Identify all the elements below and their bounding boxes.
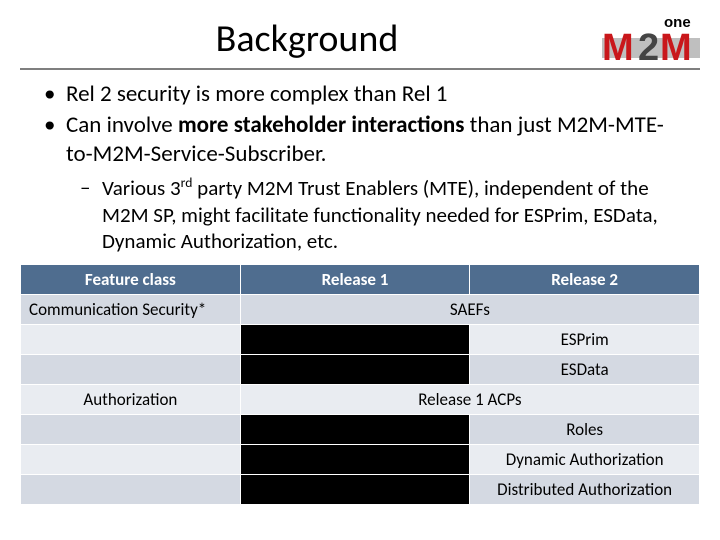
cell-value: ESPrim (470, 325, 700, 355)
header-divider (20, 68, 700, 70)
table-row: Distributed Authorization (21, 475, 700, 505)
sub-bullet-1: Various 3rd party M2M Trust Enablers (MT… (80, 174, 690, 254)
cell-empty (21, 445, 241, 475)
svg-text:2: 2 (638, 27, 659, 66)
cell-dark (240, 325, 470, 355)
cell-empty (21, 325, 241, 355)
cell-value: Roles (470, 415, 700, 445)
cell-feature: Communication Security* (21, 295, 241, 325)
bullet-2: Can involve more stakeholder interaction… (44, 111, 690, 169)
table-header-row: Feature class Release 1 Release 2 (21, 265, 700, 295)
th-release-2: Release 2 (470, 265, 700, 295)
page-title: Background (20, 16, 594, 66)
cell-empty (21, 355, 241, 385)
feature-table: Feature class Release 1 Release 2 Commun… (20, 264, 700, 505)
cell-value: Dynamic Authorization (470, 445, 700, 475)
table-row: Communication Security* SAEFs (21, 295, 700, 325)
th-release-1: Release 1 (240, 265, 470, 295)
table-row: Dynamic Authorization (21, 445, 700, 475)
cell-value: ESData (470, 355, 700, 385)
cell-empty (21, 415, 241, 445)
cell-span: SAEFs (240, 295, 699, 325)
table-row: ESData (21, 355, 700, 385)
bullet-1: Rel 2 security is more complex than Rel … (44, 80, 690, 109)
table-row: Roles (21, 415, 700, 445)
th-feature-class: Feature class (21, 265, 241, 295)
cell-dark (240, 415, 470, 445)
svg-text:M: M (660, 27, 692, 66)
cell-empty (21, 475, 241, 505)
cell-dark (240, 355, 470, 385)
cell-dark (240, 445, 470, 475)
table-row: ESPrim (21, 325, 700, 355)
svg-text:M: M (602, 27, 634, 66)
cell-dark (240, 475, 470, 505)
table-row: Authorization Release 1 ACPs (21, 385, 700, 415)
cell-value: Distributed Authorization (470, 475, 700, 505)
cell-feature: Authorization (21, 385, 241, 415)
bullet-list: Rel 2 security is more complex than Rel … (0, 80, 720, 254)
cell-span: Release 1 ACPs (240, 385, 699, 415)
onem2m-logo: one M 2 M (602, 10, 700, 66)
